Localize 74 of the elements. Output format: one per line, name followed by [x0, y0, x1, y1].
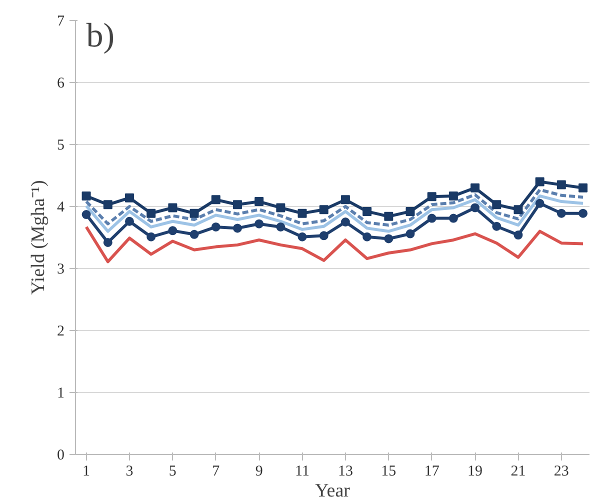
point [146, 232, 156, 242]
x-tick-label: 17 [424, 464, 440, 480]
point [448, 214, 458, 223]
point [211, 195, 220, 204]
point [362, 206, 372, 216]
y-tick-label: 7 [57, 14, 65, 30]
x-tick-label: 13 [338, 464, 353, 480]
point [298, 232, 307, 242]
point [319, 205, 328, 214]
point [82, 191, 91, 200]
point [578, 208, 588, 218]
point [254, 197, 264, 206]
point [556, 208, 566, 218]
y-axis-title: Yield (Mgha⁻¹) [28, 180, 49, 295]
point [578, 183, 588, 192]
x-tick-label: 9 [255, 464, 263, 480]
annotation: b) [86, 18, 115, 55]
y-tick-label: 6 [57, 76, 65, 92]
point [168, 226, 178, 236]
x-tick-label: 11 [295, 464, 310, 480]
x-tick-label: 15 [381, 464, 396, 480]
point [276, 203, 286, 212]
line-series [84, 188, 585, 227]
point [492, 222, 502, 231]
point [556, 180, 566, 190]
y-tick-label: 1 [57, 386, 64, 402]
point [470, 183, 480, 192]
x-tick-label: 1 [82, 464, 90, 480]
point [211, 222, 220, 232]
point [190, 208, 199, 218]
x-tick-label: 21 [510, 464, 526, 480]
point [124, 216, 134, 226]
point [103, 238, 112, 247]
point [146, 208, 156, 218]
point [406, 206, 415, 216]
x-tick-label: 5 [168, 464, 176, 480]
point [492, 200, 502, 210]
y-tick-label: 2 [57, 324, 64, 340]
x-tick-label: 19 [468, 464, 483, 480]
point [514, 205, 523, 214]
point [190, 230, 199, 239]
point [535, 198, 544, 208]
point [254, 219, 264, 228]
x-tick-label: 23 [554, 464, 569, 480]
point [470, 203, 480, 212]
point [427, 214, 436, 223]
line-series [84, 194, 585, 233]
point [362, 232, 372, 242]
point [384, 212, 394, 221]
point [406, 229, 415, 238]
point [427, 192, 436, 202]
point [276, 222, 286, 232]
point [298, 208, 307, 218]
point [384, 234, 394, 244]
y-tick-label: 4 [57, 200, 65, 216]
line-series [84, 225, 585, 264]
point [535, 177, 544, 186]
point [232, 224, 242, 233]
point [340, 195, 350, 204]
point [319, 231, 328, 240]
y-tick-label: 5 [57, 138, 64, 154]
y-tick-label: 0 [57, 448, 64, 464]
point [514, 230, 523, 240]
x-tick-label: 7 [212, 464, 220, 480]
point [448, 191, 458, 200]
point [232, 200, 242, 210]
point [340, 218, 350, 226]
x-tick-label: 3 [126, 464, 134, 480]
point [82, 210, 91, 220]
y-tick-label: 3 [57, 262, 64, 278]
x-axis-title: Year [314, 480, 351, 502]
point [124, 193, 134, 202]
point [168, 203, 178, 212]
point [103, 200, 112, 210]
